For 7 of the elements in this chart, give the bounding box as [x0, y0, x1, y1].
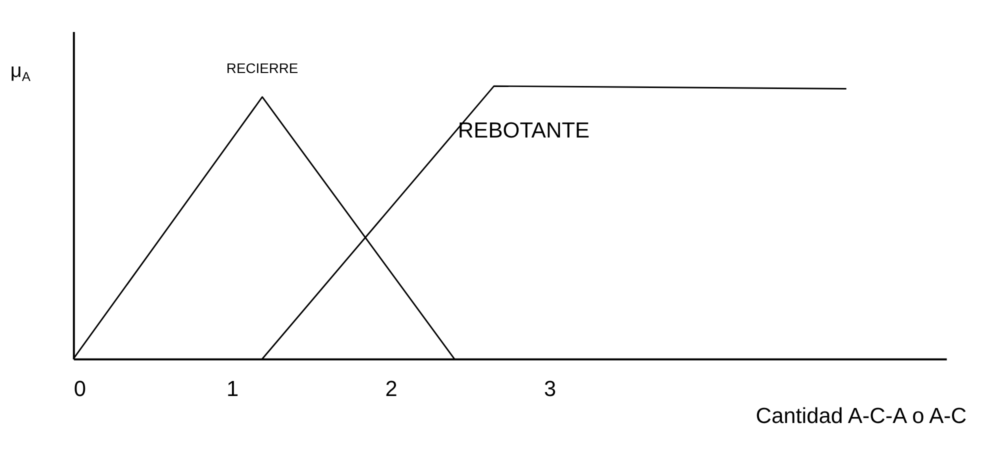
- series-label: REBOTANTE: [458, 118, 590, 143]
- x-axis-title: Cantidad A-C-A o A-C: [756, 402, 967, 428]
- x-tick-label: 2: [385, 376, 398, 402]
- x-tick-label: 3: [544, 376, 556, 402]
- text: RECIERRE: [226, 60, 298, 76]
- x-tick-label: 0: [74, 376, 86, 402]
- x-tick-label: 1: [226, 376, 239, 402]
